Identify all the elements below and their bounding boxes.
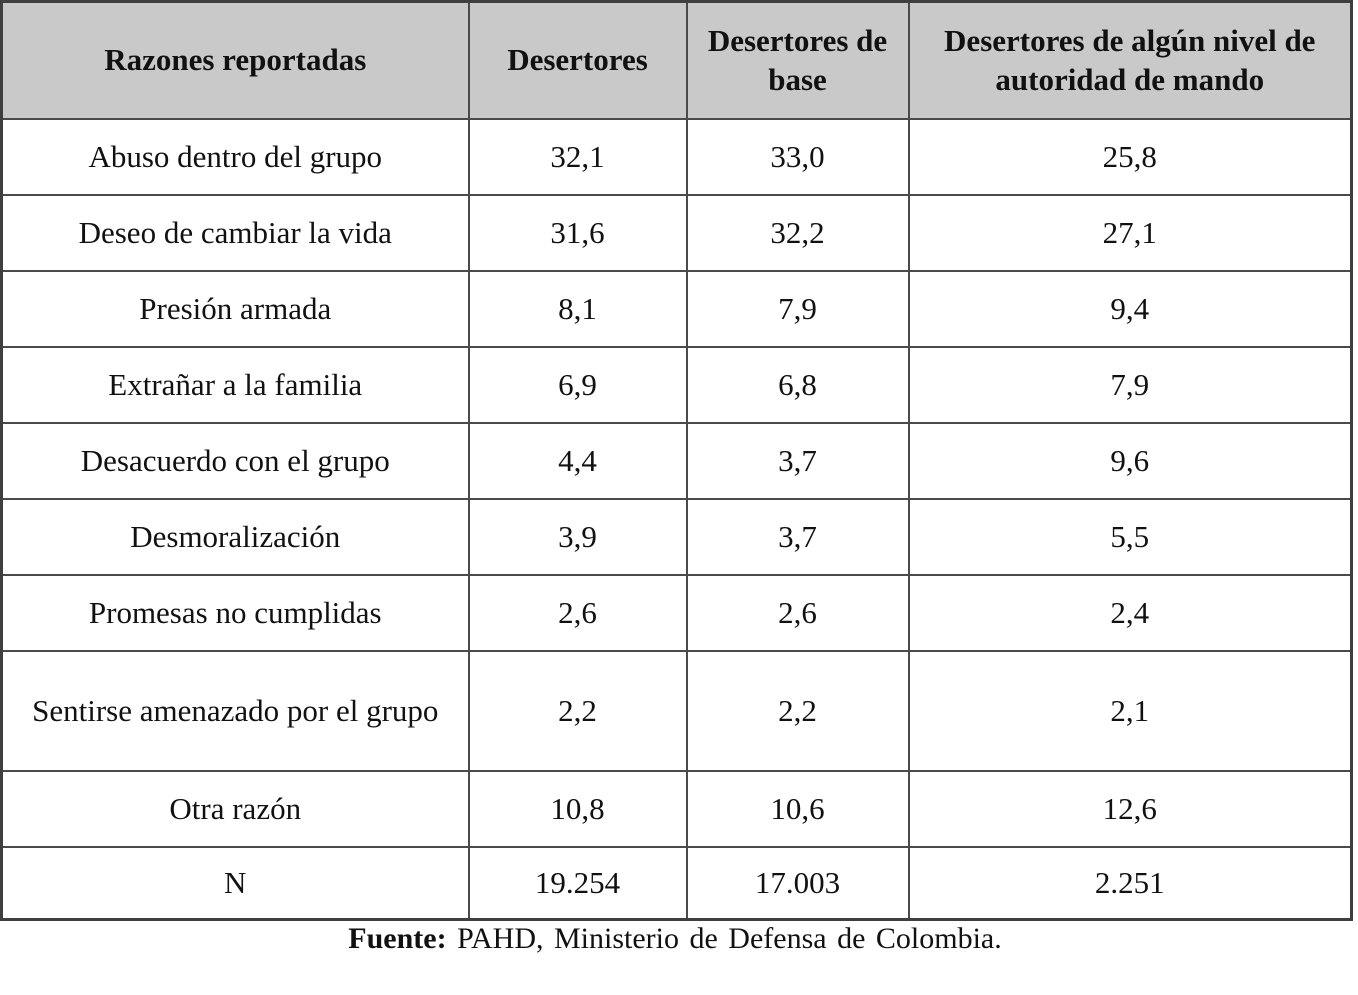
table-row: Deseo de cambiar la vida 31,6 32,2 27,1 <box>0 194 1353 272</box>
row-label: Desacuerdo con el grupo <box>0 422 470 500</box>
cell-value: 12,6 <box>907 770 1353 848</box>
table-row: Otra razón 10,8 10,6 12,6 <box>0 770 1353 848</box>
row-label: Abuso dentro del grupo <box>0 118 470 196</box>
table-row: Desmoralización 3,9 3,7 5,5 <box>0 498 1353 576</box>
source-text: PAHD, Ministerio de Defensa de Colombia. <box>446 922 1002 955</box>
cell-value: 2,1 <box>907 650 1353 772</box>
table-row: Extrañar a la familia 6,9 6,8 7,9 <box>0 346 1353 424</box>
cell-value: 32,2 <box>685 194 910 272</box>
cell-value: 7,9 <box>907 346 1353 424</box>
cell-value: 10,8 <box>467 770 688 848</box>
cell-value: 8,1 <box>467 270 688 348</box>
cell-value: 7,9 <box>685 270 910 348</box>
cell-value: 9,4 <box>907 270 1353 348</box>
source-note: Fuente: PAHD, Ministerio de Defensa de C… <box>0 922 1350 956</box>
cell-value: 33,0 <box>685 118 910 196</box>
table-row: Presión armada 8,1 7,9 9,4 <box>0 270 1353 348</box>
cell-value: 10,6 <box>685 770 910 848</box>
table-row: Abuso dentro del grupo 32,1 33,0 25,8 <box>0 118 1353 196</box>
cell-value: 32,1 <box>467 118 688 196</box>
cell-value: 3,7 <box>685 498 910 576</box>
cell-value: 2.251 <box>907 846 1353 921</box>
column-header-desertores: Desertores <box>467 0 688 120</box>
table-row-n: N 19.254 17.003 2.251 <box>0 846 1353 921</box>
cell-value: 31,6 <box>467 194 688 272</box>
cell-value: 2,4 <box>907 574 1353 652</box>
cell-value: 2,2 <box>685 650 910 772</box>
cell-value: 2,6 <box>685 574 910 652</box>
cell-value: 2,6 <box>467 574 688 652</box>
row-label: Promesas no cumplidas <box>0 574 470 652</box>
column-header-razones: Razones reportadas <box>0 0 470 120</box>
column-header-desertores-mando: Desertores de algún nivel de autoridad d… <box>907 0 1353 120</box>
cell-value: 17.003 <box>685 846 910 921</box>
cell-value: 4,4 <box>467 422 688 500</box>
table-row: Promesas no cumplidas 2,6 2,6 2,4 <box>0 574 1353 652</box>
table-row: Desacuerdo con el grupo 4,4 3,7 9,6 <box>0 422 1353 500</box>
row-label: Sentirse amenazado por el grupo <box>0 650 470 772</box>
table-header-row: Razones reportadas Desertores Desertores… <box>0 0 1353 120</box>
reported-reasons-table: Razones reportadas Desertores Desertores… <box>0 0 1353 921</box>
cell-value: 3,7 <box>685 422 910 500</box>
table-row: Sentirse amenazado por el grupo 2,2 2,2 … <box>0 650 1353 772</box>
row-label: Desmoralización <box>0 498 470 576</box>
cell-value: 6,8 <box>685 346 910 424</box>
row-label: N <box>0 846 470 921</box>
cell-value: 27,1 <box>907 194 1353 272</box>
column-header-desertores-base: Desertores de base <box>685 0 910 120</box>
row-label: Extrañar a la familia <box>0 346 470 424</box>
source-label: Fuente: <box>348 922 447 955</box>
cell-value: 3,9 <box>467 498 688 576</box>
cell-value: 2,2 <box>467 650 688 772</box>
cell-value: 5,5 <box>907 498 1353 576</box>
row-label: Presión armada <box>0 270 470 348</box>
cell-value: 9,6 <box>907 422 1353 500</box>
row-label: Deseo de cambiar la vida <box>0 194 470 272</box>
row-label: Otra razón <box>0 770 470 848</box>
cell-value: 6,9 <box>467 346 688 424</box>
cell-value: 25,8 <box>907 118 1353 196</box>
cell-value: 19.254 <box>467 846 688 921</box>
